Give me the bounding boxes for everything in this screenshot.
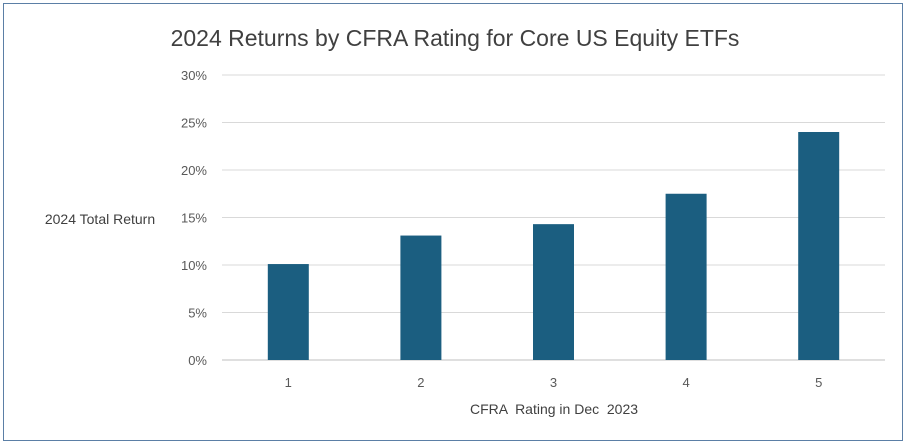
x-tick-label: 3	[550, 375, 557, 390]
chart-title: 2024 Returns by CFRA Rating for Core US …	[171, 25, 740, 51]
bar-rating-3	[533, 224, 574, 360]
gridlines	[222, 74, 885, 361]
y-tick-label: 25%	[181, 116, 207, 131]
y-tick-label: 10%	[181, 258, 207, 273]
bars	[267, 132, 840, 360]
y-tick-label: 30%	[181, 68, 207, 83]
chart-frame	[3, 3, 903, 441]
bar-rating-1	[267, 264, 309, 360]
bar-rating-5	[798, 132, 840, 360]
x-tick-label: 1	[285, 375, 292, 390]
x-tick-label: 5	[815, 375, 822, 390]
x-tick-label: 4	[682, 375, 689, 390]
y-axis-ticks: 0% 5% 10% 15% 20% 25% 30%	[181, 68, 207, 368]
y-tick-label: 0%	[188, 353, 207, 368]
x-tick-label: 2	[417, 375, 424, 390]
y-tick-label: 15%	[181, 211, 207, 226]
x-axis-label: CFRA Rating in Dec 2023	[470, 401, 638, 417]
bar-rating-4	[665, 193, 707, 360]
y-tick-label: 20%	[181, 163, 207, 178]
bar-rating-2	[400, 235, 442, 360]
x-axis-ticks: 1 2 3 4 5	[285, 375, 823, 390]
y-axis-label: 2024 Total Return	[45, 211, 155, 227]
y-tick-label: 5%	[188, 306, 207, 321]
